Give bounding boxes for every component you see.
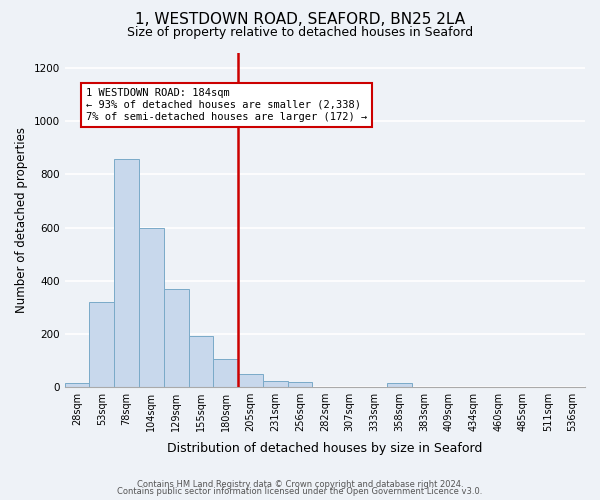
Bar — [114, 158, 139, 386]
Bar — [263, 382, 287, 386]
X-axis label: Distribution of detached houses by size in Seaford: Distribution of detached houses by size … — [167, 442, 482, 455]
Bar — [139, 228, 164, 386]
Text: 1, WESTDOWN ROAD, SEAFORD, BN25 2LA: 1, WESTDOWN ROAD, SEAFORD, BN25 2LA — [135, 12, 465, 28]
Text: 1 WESTDOWN ROAD: 184sqm
← 93% of detached houses are smaller (2,338)
7% of semi-: 1 WESTDOWN ROAD: 184sqm ← 93% of detache… — [86, 88, 367, 122]
Bar — [238, 374, 263, 386]
Bar — [287, 382, 313, 386]
Bar — [188, 336, 214, 386]
Text: Contains HM Land Registry data © Crown copyright and database right 2024.: Contains HM Land Registry data © Crown c… — [137, 480, 463, 489]
Bar — [89, 302, 114, 386]
Bar — [164, 288, 188, 386]
Bar — [214, 359, 238, 386]
Text: Size of property relative to detached houses in Seaford: Size of property relative to detached ho… — [127, 26, 473, 39]
Y-axis label: Number of detached properties: Number of detached properties — [15, 126, 28, 312]
Text: Contains public sector information licensed under the Open Government Licence v3: Contains public sector information licen… — [118, 488, 482, 496]
Bar — [387, 382, 412, 386]
Bar — [65, 382, 89, 386]
